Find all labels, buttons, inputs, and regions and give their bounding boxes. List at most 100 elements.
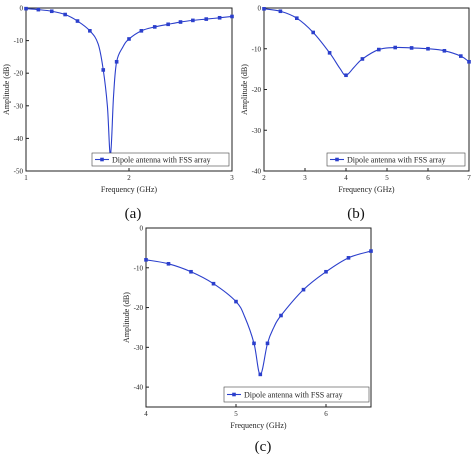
data-point [252,341,256,346]
data-point [377,47,381,52]
legend-box [223,386,370,403]
y-tick-label: -10 [252,45,262,53]
data-point [152,25,157,29]
panel-label: (b) [347,206,365,222]
legend-box [326,152,466,167]
data-point [278,9,283,14]
data-point [204,17,209,21]
data-point [139,29,144,33]
chart-panel-c: 0 -10 -20 -30 -40 4 5 6 Frequency (GHz) Amplitude… [122,225,373,455]
x-axis-label: Frequency (GHz) [101,185,158,194]
data-point [459,54,463,58]
data-point [178,20,183,24]
y-tick-label: -40 [134,384,144,392]
x-tick-label: 3 [230,174,234,182]
data-point [265,341,270,346]
data-point [262,7,266,11]
y-axis-label: Amplitude (dB) [240,64,249,115]
panel-label: (c) [255,439,272,455]
series-line [263,8,470,76]
data-point [295,16,299,20]
y-tick-label: -30 [252,127,262,135]
data-point [442,48,447,53]
y-tick-label: 0 [20,5,24,13]
data-point [279,313,283,318]
data-point [301,287,306,292]
x-tick-label: 1 [24,174,28,182]
y-tick-label: -30 [134,344,144,352]
x-tick-label: 6 [324,410,328,418]
data-point [311,30,315,35]
x-tick-label: 3 [303,174,307,182]
y-tick-label: -40 [252,168,262,176]
data-point [49,9,54,14]
data-point [369,249,373,253]
data-point [114,59,119,64]
chart-panel-b: 0 -10 -20 -30 -402 3 4 5 6 7 Frequency (GHz) Amplit… [240,5,471,223]
data-point [144,258,148,262]
y-tick-label: 0 [140,225,144,233]
y-tick-label: -30 [14,102,24,110]
legend-box [91,152,230,167]
y-tick-label: -40 [14,135,24,143]
data-point [75,19,80,23]
x-tick-label: 7 [467,174,471,182]
data-point [344,73,348,78]
y-tick-label: -50 [14,168,24,176]
series-line [145,250,372,375]
data-point [101,68,106,72]
plot-frame [145,227,372,408]
x-tick-label: 4 [344,174,348,182]
data-point [166,22,170,27]
data-point [393,45,397,50]
data-point [189,269,193,274]
data-point [217,15,222,20]
data-point [166,262,171,266]
data-point [324,269,328,274]
data-point [467,59,471,64]
data-point [191,18,195,23]
legend-label: Dipole antenna with FSS array [347,155,446,164]
legend-marker [232,392,236,397]
data-point [63,12,67,17]
y-tick-label: -10 [14,37,24,45]
x-axis-label: Frequency (GHz) [230,421,287,430]
y-axis-label: Amplitude (dB) [122,292,131,343]
legend-label: Dipole antenna with FSS array [112,155,211,164]
panel-label: (a) [125,206,142,222]
x-tick-label: 2 [127,174,131,182]
data-point [360,57,365,61]
x-tick-label: 4 [144,410,148,418]
data-point [409,46,414,50]
y-axis-label: Amplitude (dB) [2,64,11,115]
legend-label: Dipole antenna with FSS array [244,390,343,399]
y-tick-label: -20 [14,70,24,78]
x-tick-label: 2 [262,174,266,182]
data-point [346,256,351,260]
plot-frame [25,7,233,172]
y-tick-label: -20 [252,86,262,94]
y-tick-label: -20 [134,304,144,312]
data-point [127,37,131,41]
data-point [211,281,216,286]
series-line [25,8,233,156]
x-tick-label: 5 [385,174,389,182]
data-point [327,51,332,55]
y-tick-label: 0 [258,5,262,13]
legend-marker [335,157,339,162]
chart-panel-a: 0 -10 -20 -30 -40 -501 2 3 Frequency (GHz) Amplit… [2,5,234,223]
plot-frame [263,7,470,172]
x-tick-label: 6 [426,174,430,182]
x-tick-label: 5 [234,410,238,418]
data-point [258,372,263,377]
x-axis-label: Frequency (GHz) [338,185,395,194]
data-point [426,46,430,51]
data-point [36,7,41,12]
legend-marker [100,157,104,162]
data-point [234,299,238,304]
y-tick-label: -10 [134,264,144,272]
data-point [24,6,28,11]
data-point [88,29,92,33]
data-point [230,14,234,19]
